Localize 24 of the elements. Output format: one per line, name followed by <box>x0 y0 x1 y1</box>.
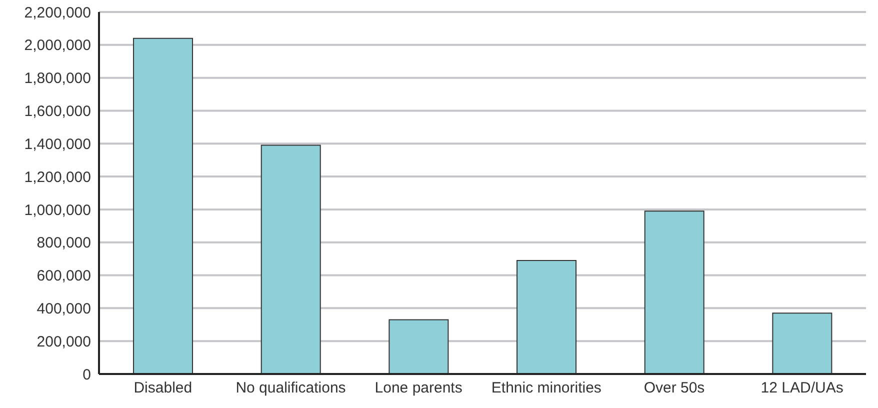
bar <box>644 210 704 374</box>
x-tick-label: No qualifications <box>236 380 346 397</box>
x-tick-label: Disabled <box>134 380 192 397</box>
y-tick-label: 1,400,000 <box>24 136 91 153</box>
bar <box>388 319 449 374</box>
y-tick-label: 400,000 <box>36 300 91 318</box>
y-tick-label: 800,000 <box>36 234 91 252</box>
bar <box>260 144 321 374</box>
y-tick-label: 1,000,000 <box>24 202 91 219</box>
y-tick-label: 600,000 <box>36 268 91 285</box>
y-tick-label: 1,600,000 <box>24 103 91 120</box>
x-tick-label: Ethnic minorities <box>491 380 602 397</box>
x-tick-label: Over 50s <box>644 380 705 397</box>
y-tick-label: 2,000,000 <box>24 37 91 54</box>
x-tick-label: 12 LAD/UAs <box>760 380 844 397</box>
bar <box>133 38 194 374</box>
y-tick-label: 1,200,000 <box>24 168 91 186</box>
y-tick-label: 200,000 <box>36 333 91 350</box>
bar <box>772 312 832 374</box>
y-tick-label: 2,200,000 <box>24 4 91 22</box>
x-tick-label: Lone parents <box>374 380 462 397</box>
y-tick-label: 0 <box>82 366 91 384</box>
y-tick-label: 1,800,000 <box>24 70 91 88</box>
bar <box>516 260 577 374</box>
